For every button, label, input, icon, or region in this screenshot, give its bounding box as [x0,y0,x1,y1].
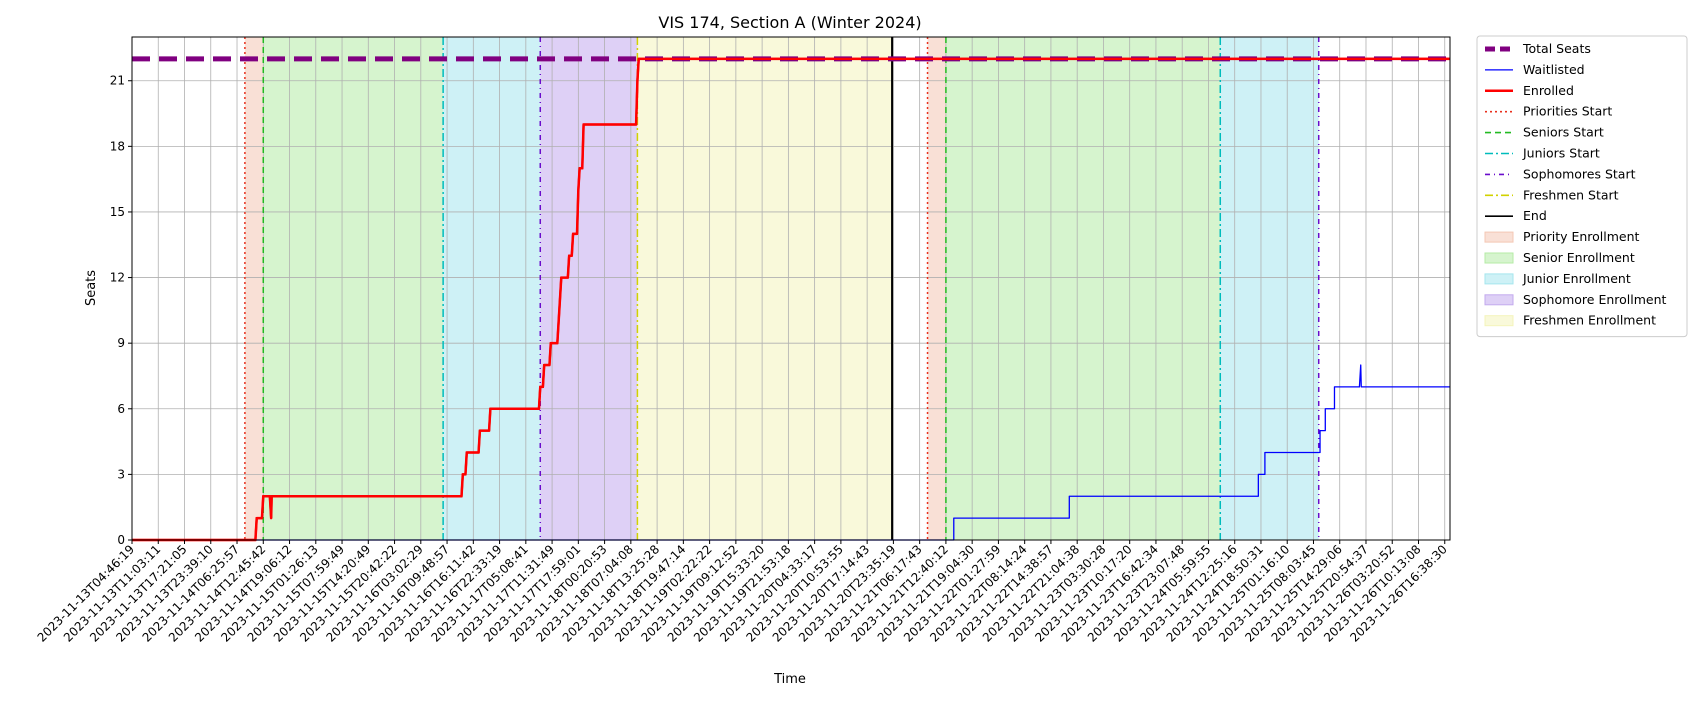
series-waitlisted [132,364,1450,541]
legend-label-enrolled: Enrolled [1523,83,1574,98]
legend-box [1476,35,1688,338]
chart-title: VIS 174, Section A (Winter 2024) [658,13,921,32]
y-tick-label: 3 [117,467,125,481]
legend-swatch-freshmen-enrollment [1484,315,1514,327]
legend-label-sophomores-start: Sophomores Start [1523,166,1636,181]
legend-label-waitlisted: Waitlisted [1523,62,1585,77]
y-tick-label: 9 [117,336,125,350]
plot-area: 0369121518212023-11-13T04:46:192023-11-1… [35,36,1451,645]
y-tick-label: 6 [117,402,125,416]
legend-label-freshmen-enrollment: Freshmen Enrollment [1523,313,1656,328]
plot-frame [131,36,1451,541]
region-priority-enrollment [927,37,946,540]
y-axis-label: Seats [84,270,99,306]
legend-swatch-senior-enrollment [1484,252,1514,264]
region-junior-enrollment [443,37,541,540]
region-sophomore-enrollment [540,37,638,540]
series-enrolled-overlay [132,57,1450,542]
legend-swatch-junior-enrollment [1484,273,1514,285]
legend-swatch-priority-enrollment [1484,231,1514,243]
legend-label-end: End [1523,208,1547,223]
region-priority-enrollment [244,37,264,540]
legend-label-senior-enrollment: Senior Enrollment [1523,250,1635,265]
legend-label-junior-enrollment: Junior Enrollment [1522,271,1631,286]
legend-label-juniors-start: Juniors Start [1522,146,1600,161]
legend-swatch-sophomore-enrollment [1484,294,1514,306]
legend-label-freshmen-start: Freshmen Start [1523,187,1619,202]
legend-label-sophomore-enrollment: Sophomore Enrollment [1523,292,1667,307]
legend-label-total-seats: Total Seats [1522,41,1591,56]
region-senior-enrollment [263,37,444,540]
y-tick-label: 15 [110,205,125,219]
y-tick-label: 12 [110,271,125,285]
x-axis-label: Time [773,672,806,687]
legend-label-priorities-start: Priorities Start [1523,104,1612,119]
y-tick-label: 21 [110,74,125,88]
legend-label-priority-enrollment: Priority Enrollment [1523,229,1640,244]
region-senior-enrollment [945,37,1221,540]
y-tick-label: 18 [110,139,125,153]
region-freshmen-enrollment [637,37,893,540]
y-tick-label: 0 [117,533,125,547]
legend-label-seniors-start: Seniors Start [1523,125,1604,140]
region-junior-enrollment [1220,37,1319,540]
legend: Total Seats Waitlisted Enrolled Priorities … [1476,35,1688,338]
